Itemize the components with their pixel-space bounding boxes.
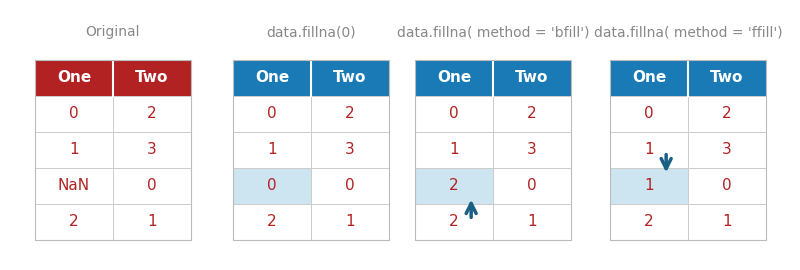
Bar bbox=[610, 132, 688, 168]
Text: 1: 1 bbox=[147, 214, 157, 230]
Text: NaN: NaN bbox=[58, 178, 90, 194]
Bar bbox=[610, 60, 766, 240]
Bar bbox=[35, 168, 113, 204]
Bar bbox=[415, 168, 493, 204]
Text: 1: 1 bbox=[69, 143, 79, 157]
Bar bbox=[233, 60, 311, 96]
Bar bbox=[311, 204, 389, 240]
Bar bbox=[311, 132, 389, 168]
Text: One: One bbox=[632, 70, 666, 86]
Bar bbox=[688, 96, 766, 132]
Text: 2: 2 bbox=[69, 214, 79, 230]
Text: 0: 0 bbox=[69, 106, 79, 122]
Text: Two: Two bbox=[334, 70, 366, 86]
Text: One: One bbox=[437, 70, 471, 86]
Text: 0: 0 bbox=[644, 106, 654, 122]
Text: 2: 2 bbox=[644, 214, 654, 230]
Bar bbox=[113, 96, 191, 132]
Bar bbox=[233, 132, 311, 168]
Text: 1: 1 bbox=[449, 143, 459, 157]
Text: 2: 2 bbox=[449, 214, 459, 230]
Bar bbox=[493, 132, 571, 168]
Text: 3: 3 bbox=[345, 143, 355, 157]
Text: 1: 1 bbox=[527, 214, 537, 230]
Bar bbox=[233, 168, 311, 204]
Bar bbox=[493, 60, 571, 96]
Text: One: One bbox=[57, 70, 91, 86]
Bar bbox=[688, 60, 766, 96]
Text: 2: 2 bbox=[267, 214, 277, 230]
Bar bbox=[610, 60, 688, 96]
Bar bbox=[415, 204, 493, 240]
Bar bbox=[113, 168, 191, 204]
Bar bbox=[610, 96, 688, 132]
Bar bbox=[233, 60, 389, 240]
Bar bbox=[415, 60, 571, 240]
Bar bbox=[113, 132, 191, 168]
Text: 3: 3 bbox=[722, 143, 732, 157]
Text: 0: 0 bbox=[527, 178, 537, 194]
Bar bbox=[35, 60, 191, 240]
Text: 2: 2 bbox=[527, 106, 537, 122]
Text: Original: Original bbox=[86, 25, 140, 39]
Bar bbox=[493, 96, 571, 132]
Bar bbox=[311, 96, 389, 132]
Text: 2: 2 bbox=[147, 106, 157, 122]
Bar bbox=[233, 204, 311, 240]
Text: 0: 0 bbox=[267, 178, 277, 194]
Text: Two: Two bbox=[710, 70, 744, 86]
Text: 0: 0 bbox=[449, 106, 459, 122]
Text: 3: 3 bbox=[527, 143, 537, 157]
Bar bbox=[113, 204, 191, 240]
Bar bbox=[610, 168, 688, 204]
Text: data.fillna( method = 'ffill'): data.fillna( method = 'ffill') bbox=[594, 25, 782, 39]
Text: 2: 2 bbox=[345, 106, 355, 122]
Text: 0: 0 bbox=[267, 106, 277, 122]
Text: 3: 3 bbox=[147, 143, 157, 157]
Bar bbox=[610, 204, 688, 240]
Text: 1: 1 bbox=[722, 214, 732, 230]
Text: 1: 1 bbox=[644, 143, 654, 157]
Bar bbox=[415, 132, 493, 168]
Bar bbox=[415, 96, 493, 132]
Text: Two: Two bbox=[515, 70, 549, 86]
Text: data.fillna( method = 'bfill'): data.fillna( method = 'bfill') bbox=[397, 25, 590, 39]
Text: Two: Two bbox=[135, 70, 169, 86]
Bar bbox=[493, 204, 571, 240]
Text: 1: 1 bbox=[345, 214, 355, 230]
Bar bbox=[35, 96, 113, 132]
Bar bbox=[311, 168, 389, 204]
Bar bbox=[688, 132, 766, 168]
Bar bbox=[415, 60, 493, 96]
Bar bbox=[688, 204, 766, 240]
Bar bbox=[688, 168, 766, 204]
Bar bbox=[233, 96, 311, 132]
Text: 0: 0 bbox=[345, 178, 355, 194]
Bar bbox=[113, 60, 191, 96]
Text: 1: 1 bbox=[644, 178, 654, 194]
Text: data.fillna(0): data.fillna(0) bbox=[266, 25, 356, 39]
Text: 0: 0 bbox=[147, 178, 157, 194]
Bar bbox=[35, 204, 113, 240]
Text: 0: 0 bbox=[722, 178, 732, 194]
Text: 2: 2 bbox=[722, 106, 732, 122]
Bar bbox=[35, 60, 113, 96]
Text: One: One bbox=[255, 70, 289, 86]
Bar bbox=[311, 60, 389, 96]
Bar bbox=[35, 132, 113, 168]
Bar bbox=[493, 168, 571, 204]
Text: 2: 2 bbox=[449, 178, 459, 194]
Text: 1: 1 bbox=[267, 143, 277, 157]
